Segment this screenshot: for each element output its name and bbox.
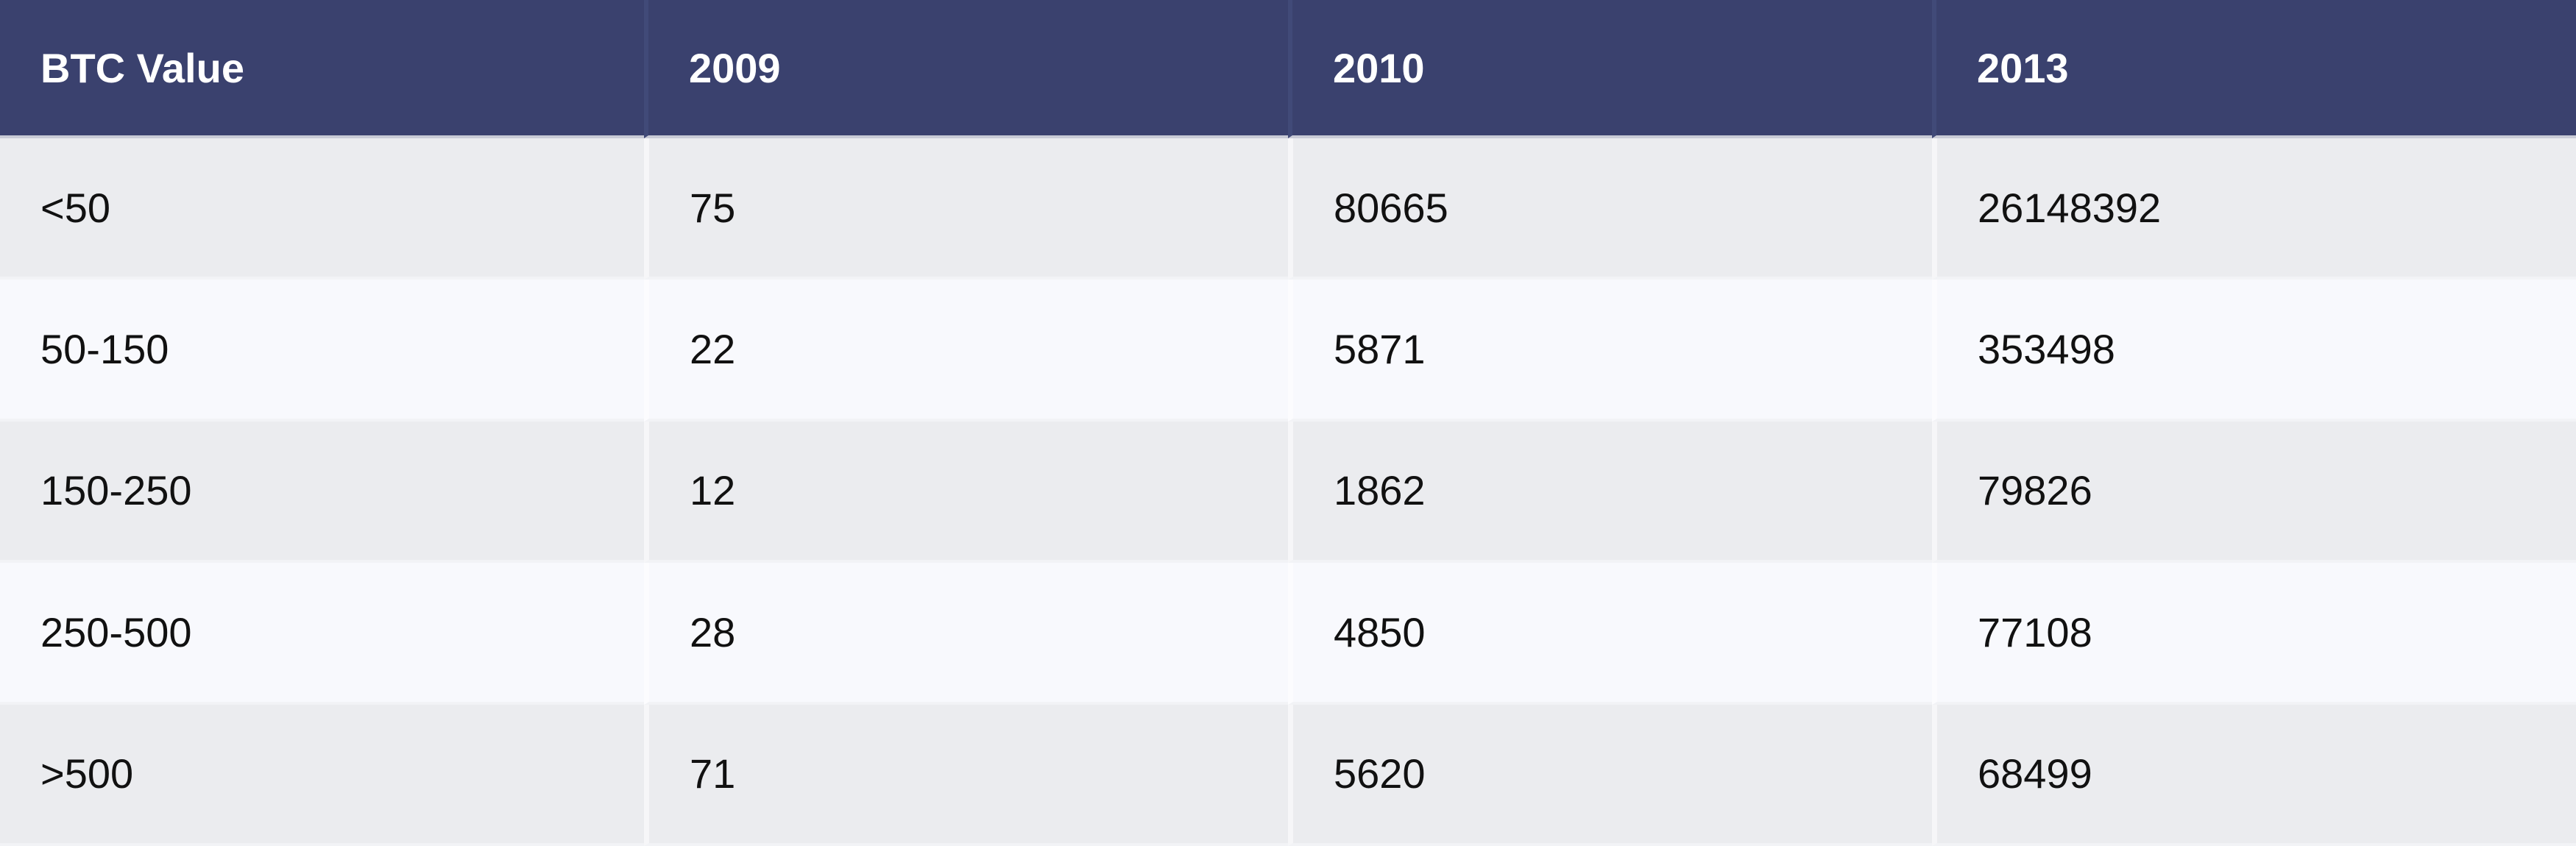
table-cell-2009: 28	[644, 563, 1288, 705]
column-header-btc-value: BTC Value	[0, 0, 644, 138]
table-cell-2013: 26148392	[1932, 138, 2576, 280]
table-cell-2009: 71	[644, 704, 1288, 846]
table-cell-btc-value: >500	[0, 704, 644, 846]
column-header-2013: 2013	[1932, 0, 2576, 138]
table-cell-2009: 75	[644, 138, 1288, 280]
table-cell-2010: 5871	[1288, 280, 1932, 422]
table-cell-2009: 22	[644, 280, 1288, 422]
table-cell-btc-value: 150-250	[0, 421, 644, 564]
table-cell-2013: 77108	[1932, 563, 2576, 705]
table-cell-2009: 12	[644, 421, 1288, 564]
table-cell-2010: 4850	[1288, 563, 1932, 705]
table-cell-2010: 1862	[1288, 421, 1932, 564]
table-cell-btc-value: 50-150	[0, 280, 644, 422]
table-cell-2010: 5620	[1288, 704, 1932, 846]
table-cell-2013: 79826	[1932, 421, 2576, 564]
table-cell-btc-value: <50	[0, 138, 644, 280]
column-header-2009: 2009	[644, 0, 1288, 138]
table-cell-2010: 80665	[1288, 138, 1932, 280]
column-header-2010: 2010	[1288, 0, 1932, 138]
table-cell-2013: 353498	[1932, 280, 2576, 422]
table-cell-btc-value: 250-500	[0, 563, 644, 705]
table-cell-2013: 68499	[1932, 704, 2576, 846]
